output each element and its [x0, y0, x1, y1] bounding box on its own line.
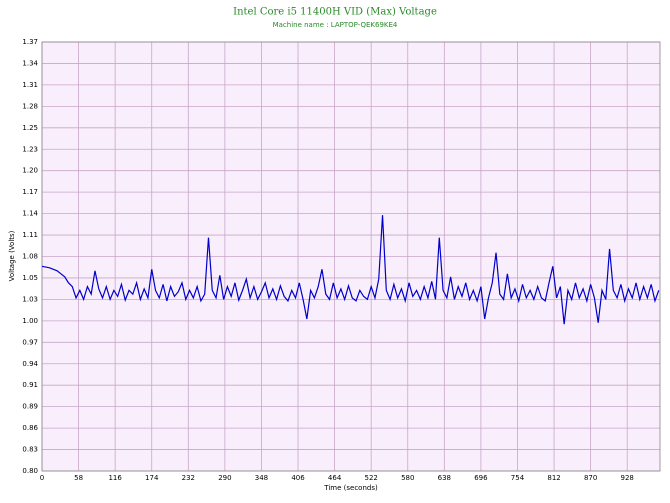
x-tick-label: 696 [474, 474, 488, 482]
x-tick-label: 58 [74, 474, 83, 482]
data-line [41, 215, 660, 325]
x-tick-label: 870 [584, 474, 597, 482]
y-tick-label: 1.31 [22, 81, 38, 89]
y-tick-label: 1.20 [22, 167, 38, 175]
y-tick-label: 1.23 [22, 145, 38, 153]
x-tick-label: 754 [511, 474, 525, 482]
x-axis-label: Time (seconds) [323, 484, 378, 492]
x-tick-label: 638 [438, 474, 451, 482]
x-tick-label: 464 [328, 474, 342, 482]
y-tick-label: 0.94 [22, 360, 38, 368]
x-tick-label: 174 [145, 474, 159, 482]
x-tick-label: 0 [40, 474, 44, 482]
x-tick-label: 812 [547, 474, 560, 482]
y-tick-label: 0.83 [22, 446, 38, 454]
chart-title: Intel Core i5 11400H VID (Max) Voltage [233, 7, 437, 18]
y-tick-label: 0.97 [22, 338, 38, 346]
x-tick-label: 232 [182, 474, 195, 482]
y-tick-label: 1.03 [22, 295, 38, 303]
y-tick-label: 0.89 [22, 403, 38, 411]
y-tick-label: 1.37 [22, 38, 38, 46]
y-tick-label: 1.34 [22, 59, 38, 67]
y-tick-label: 0.80 [22, 467, 38, 475]
x-tick-label: 348 [255, 474, 268, 482]
y-tick-label: 1.17 [22, 188, 38, 196]
x-tick-label: 116 [108, 474, 122, 482]
y-tick-label: 1.25 [22, 124, 38, 132]
chart-subtitle: Machine name : LAPTOP-QEK69KE4 [273, 21, 398, 29]
x-tick-label: 522 [364, 474, 377, 482]
y-tick-label: 1.14 [22, 210, 38, 218]
y-tick-label: 0.91 [22, 381, 38, 389]
y-axis-label: Voltage (Volts) [8, 230, 16, 281]
y-tick-label: 1.05 [22, 274, 38, 282]
y-tick-label: 1.00 [22, 317, 38, 325]
plot-border [41, 41, 661, 472]
x-tick-label: 406 [291, 474, 305, 482]
x-tick-label: 928 [621, 474, 634, 482]
y-tick-label: 0.86 [22, 424, 38, 432]
y-tick-label: 1.08 [22, 253, 38, 261]
x-tick-label: 580 [401, 474, 414, 482]
x-tick-label: 290 [218, 474, 231, 482]
y-tick-label: 1.28 [22, 102, 38, 110]
y-tick-label: 1.11 [22, 231, 38, 239]
